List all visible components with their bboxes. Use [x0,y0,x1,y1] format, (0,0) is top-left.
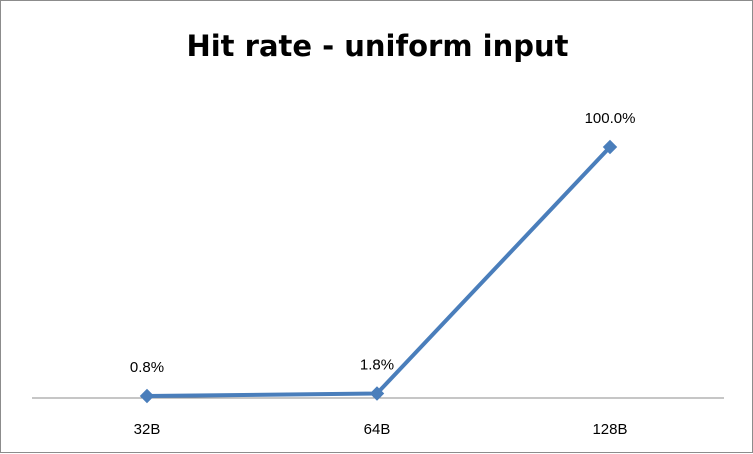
data-point-marker [369,386,385,401]
chart-title: Hit rate - uniform input [186,29,569,63]
data-point-marker [602,139,618,155]
x-tick-label: 64B [364,421,391,438]
data-point-marker [139,388,155,404]
x-tick-label: 128B [592,421,627,438]
x-tick-label: 32B [134,421,161,438]
data-label: 100.0% [585,110,636,127]
data-label: 0.8% [130,359,164,376]
data-label: 1.8% [360,356,394,373]
